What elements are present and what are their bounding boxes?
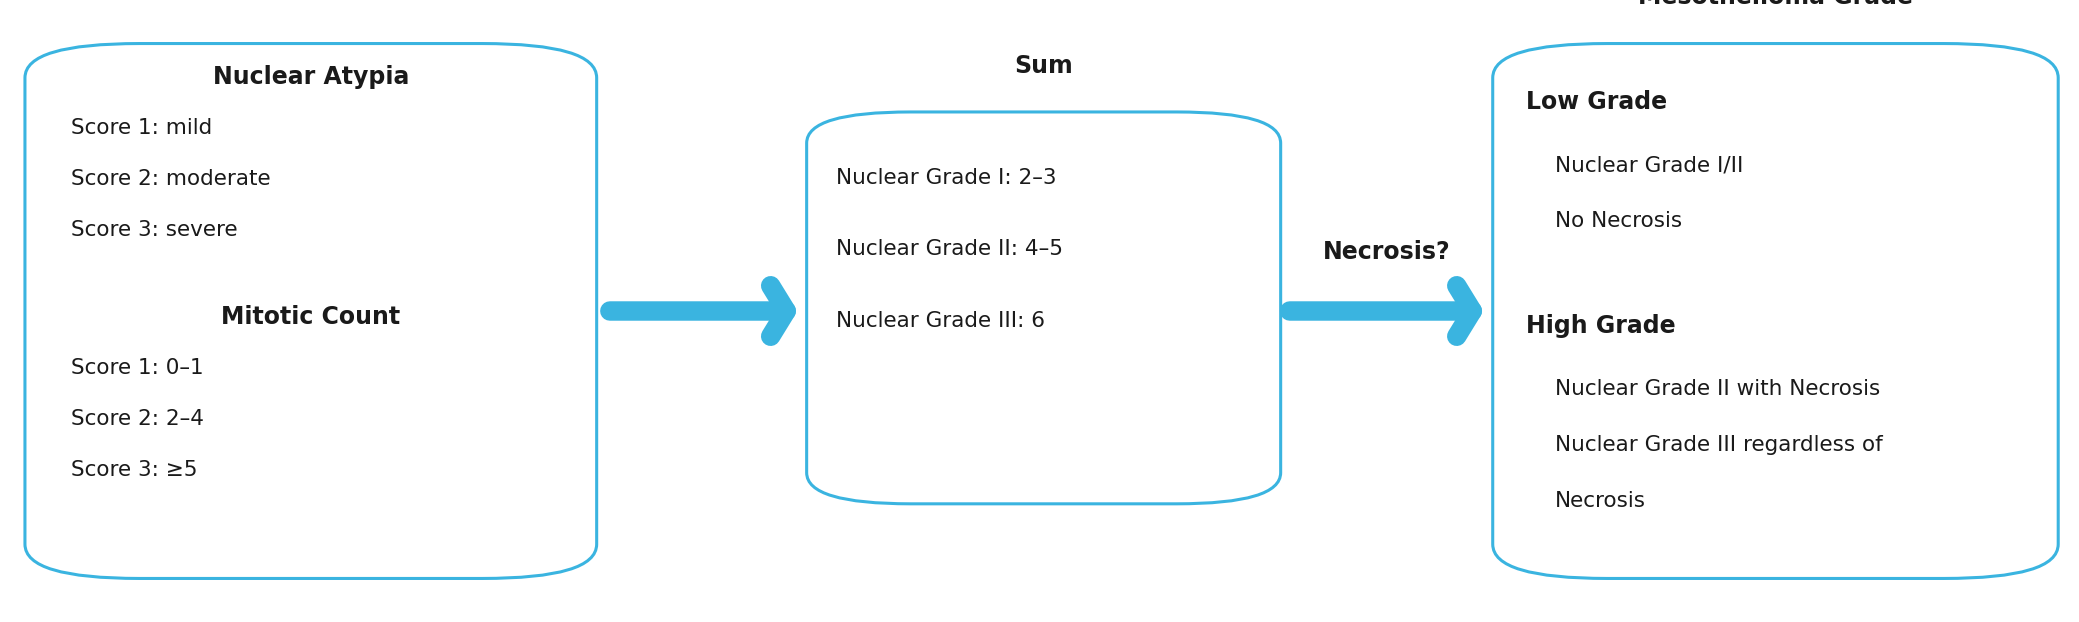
Text: Necrosis: Necrosis (1555, 491, 1647, 511)
Text: Nuclear Grade I: 2–3: Nuclear Grade I: 2–3 (836, 168, 1056, 188)
Text: Score 1: mild: Score 1: mild (71, 118, 212, 138)
Text: Nuclear Atypia: Nuclear Atypia (212, 65, 410, 90)
Text: Nuclear Grade III: 6: Nuclear Grade III: 6 (836, 311, 1046, 331)
Text: Nuclear Grade II: 4–5: Nuclear Grade II: 4–5 (836, 239, 1062, 259)
Text: High Grade: High Grade (1526, 314, 1676, 338)
Text: Score 2: 2–4: Score 2: 2–4 (71, 409, 204, 429)
Text: Low Grade: Low Grade (1526, 90, 1667, 114)
Text: Mesothelioma Grade: Mesothelioma Grade (1638, 0, 1913, 9)
Text: Nuclear Grade III regardless of: Nuclear Grade III regardless of (1555, 435, 1884, 455)
Text: Sum: Sum (1015, 53, 1073, 78)
FancyBboxPatch shape (807, 112, 1281, 504)
Text: Necrosis?: Necrosis? (1322, 240, 1451, 264)
Text: Score 3: ≥5: Score 3: ≥5 (71, 460, 198, 480)
Text: Nuclear Grade I/II: Nuclear Grade I/II (1555, 156, 1744, 175)
FancyBboxPatch shape (1493, 44, 2058, 578)
Text: Score 1: 0–1: Score 1: 0–1 (71, 358, 204, 378)
FancyBboxPatch shape (25, 44, 597, 578)
Text: No Necrosis: No Necrosis (1555, 211, 1682, 231)
Text: Score 2: moderate: Score 2: moderate (71, 169, 270, 189)
Text: Nuclear Grade II with Necrosis: Nuclear Grade II with Necrosis (1555, 379, 1879, 399)
Text: Mitotic Count: Mitotic Count (220, 305, 401, 329)
Text: Score 3: severe: Score 3: severe (71, 220, 237, 240)
